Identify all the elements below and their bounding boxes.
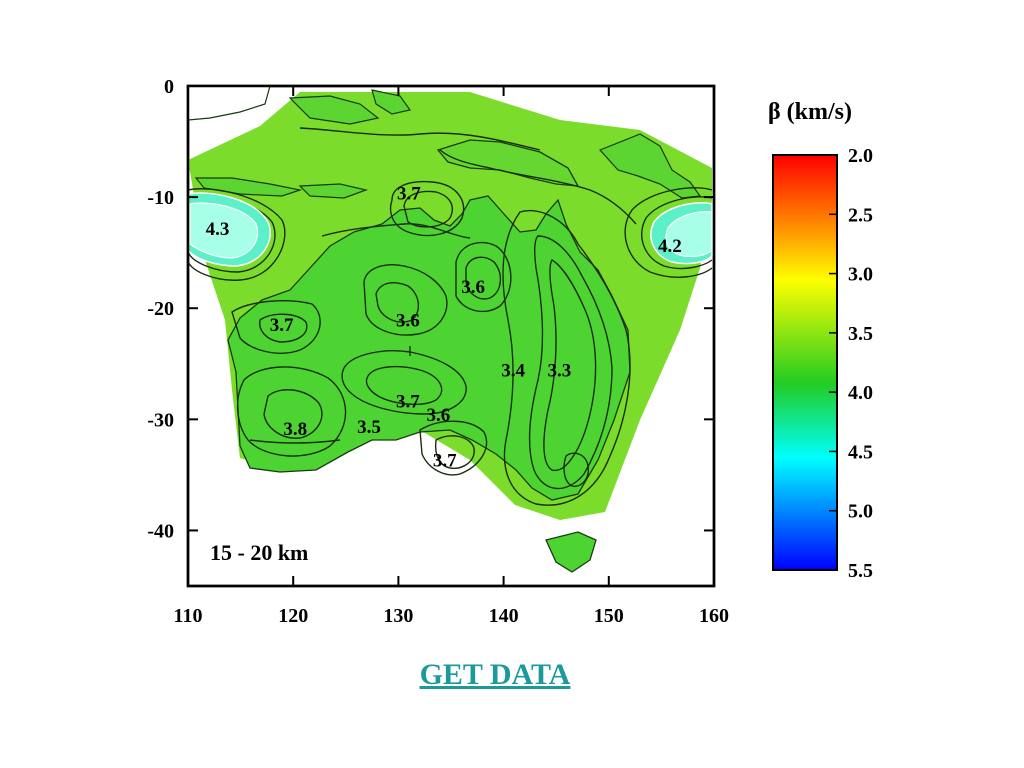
x-tick-label: 160 xyxy=(699,605,729,627)
legend-tick-label: 3.5 xyxy=(848,323,873,345)
contour-label: 3.8 xyxy=(283,419,307,440)
new-guinea xyxy=(436,139,580,187)
x-tick-label: 150 xyxy=(594,605,624,627)
contour-label: 3.5 xyxy=(357,417,381,438)
axis-ticks xyxy=(187,85,715,586)
legend-tick-label: 2.5 xyxy=(848,204,873,226)
axis-tick-labels: 110 120 130 140 150 160 0 -10 -20 -30 -40 xyxy=(147,76,729,627)
x-tick-label: 130 xyxy=(383,605,413,627)
island-chain-1 xyxy=(288,95,380,125)
legend-tick-label: 5.0 xyxy=(848,501,873,523)
contour-label: 3.3 xyxy=(547,360,571,381)
contour-label: 4.2 xyxy=(658,236,682,257)
contour-label: 3.6 xyxy=(427,405,451,426)
contour-label: 3.6 xyxy=(396,310,420,331)
anomaly-west-core xyxy=(189,202,259,259)
x-tick-label: 110 xyxy=(174,605,203,627)
island-chain-4 xyxy=(298,183,369,199)
legend-colorbar xyxy=(772,154,838,571)
contour-label: 3.7 xyxy=(270,315,294,336)
contour-label: 3.7 xyxy=(396,391,420,412)
y-tick-label: -20 xyxy=(147,298,174,320)
legend-tick-label: 4.0 xyxy=(848,382,873,404)
contour-labels: 4.3 3.7 4.2 3.6 3.7 3.6 3.4 3.3 3.7 3.6 3.5 3.8 3.7 xyxy=(206,184,682,472)
contour-label: 3.4 xyxy=(501,360,525,381)
get-data-link[interactable]: GET DATA xyxy=(419,658,571,691)
contour-lines xyxy=(188,127,713,506)
contour-label: 3.7 xyxy=(397,184,421,205)
y-tick-label: -40 xyxy=(147,520,174,542)
island-chain-2 xyxy=(371,89,412,115)
legend-tick-label: 5.5 xyxy=(848,560,873,582)
depth-label: 15 - 20 km xyxy=(210,540,308,565)
anomaly-east-core xyxy=(665,211,713,258)
legend-tick-label: 3.0 xyxy=(848,264,873,286)
x-tick-label: 120 xyxy=(278,605,308,627)
x-tick-label: 140 xyxy=(489,605,519,627)
y-tick-label: -10 xyxy=(147,187,174,209)
contour-label: 3.7 xyxy=(433,450,457,471)
legend-tick-label: 2.0 xyxy=(848,145,873,167)
legend-ticks: 2.0 2.5 3.0 3.5 4.0 4.5 5.0 5.5 xyxy=(829,145,873,582)
velocity-map: 4.33.74.23.63.7 3.63.4 3.33.73.63.53.83.7 … xyxy=(147,76,873,627)
tasmania xyxy=(545,531,597,573)
y-tick-label: 0 xyxy=(164,76,174,98)
legend-tick-label: 4.5 xyxy=(848,441,873,463)
legend-title: β (km/s) xyxy=(768,99,852,125)
contour-label: 3.6 xyxy=(461,277,485,298)
australia-landmass xyxy=(227,195,631,501)
y-tick-label: -30 xyxy=(147,409,174,431)
island-top-left xyxy=(188,86,271,121)
contour-label: 4.3 xyxy=(206,219,230,240)
